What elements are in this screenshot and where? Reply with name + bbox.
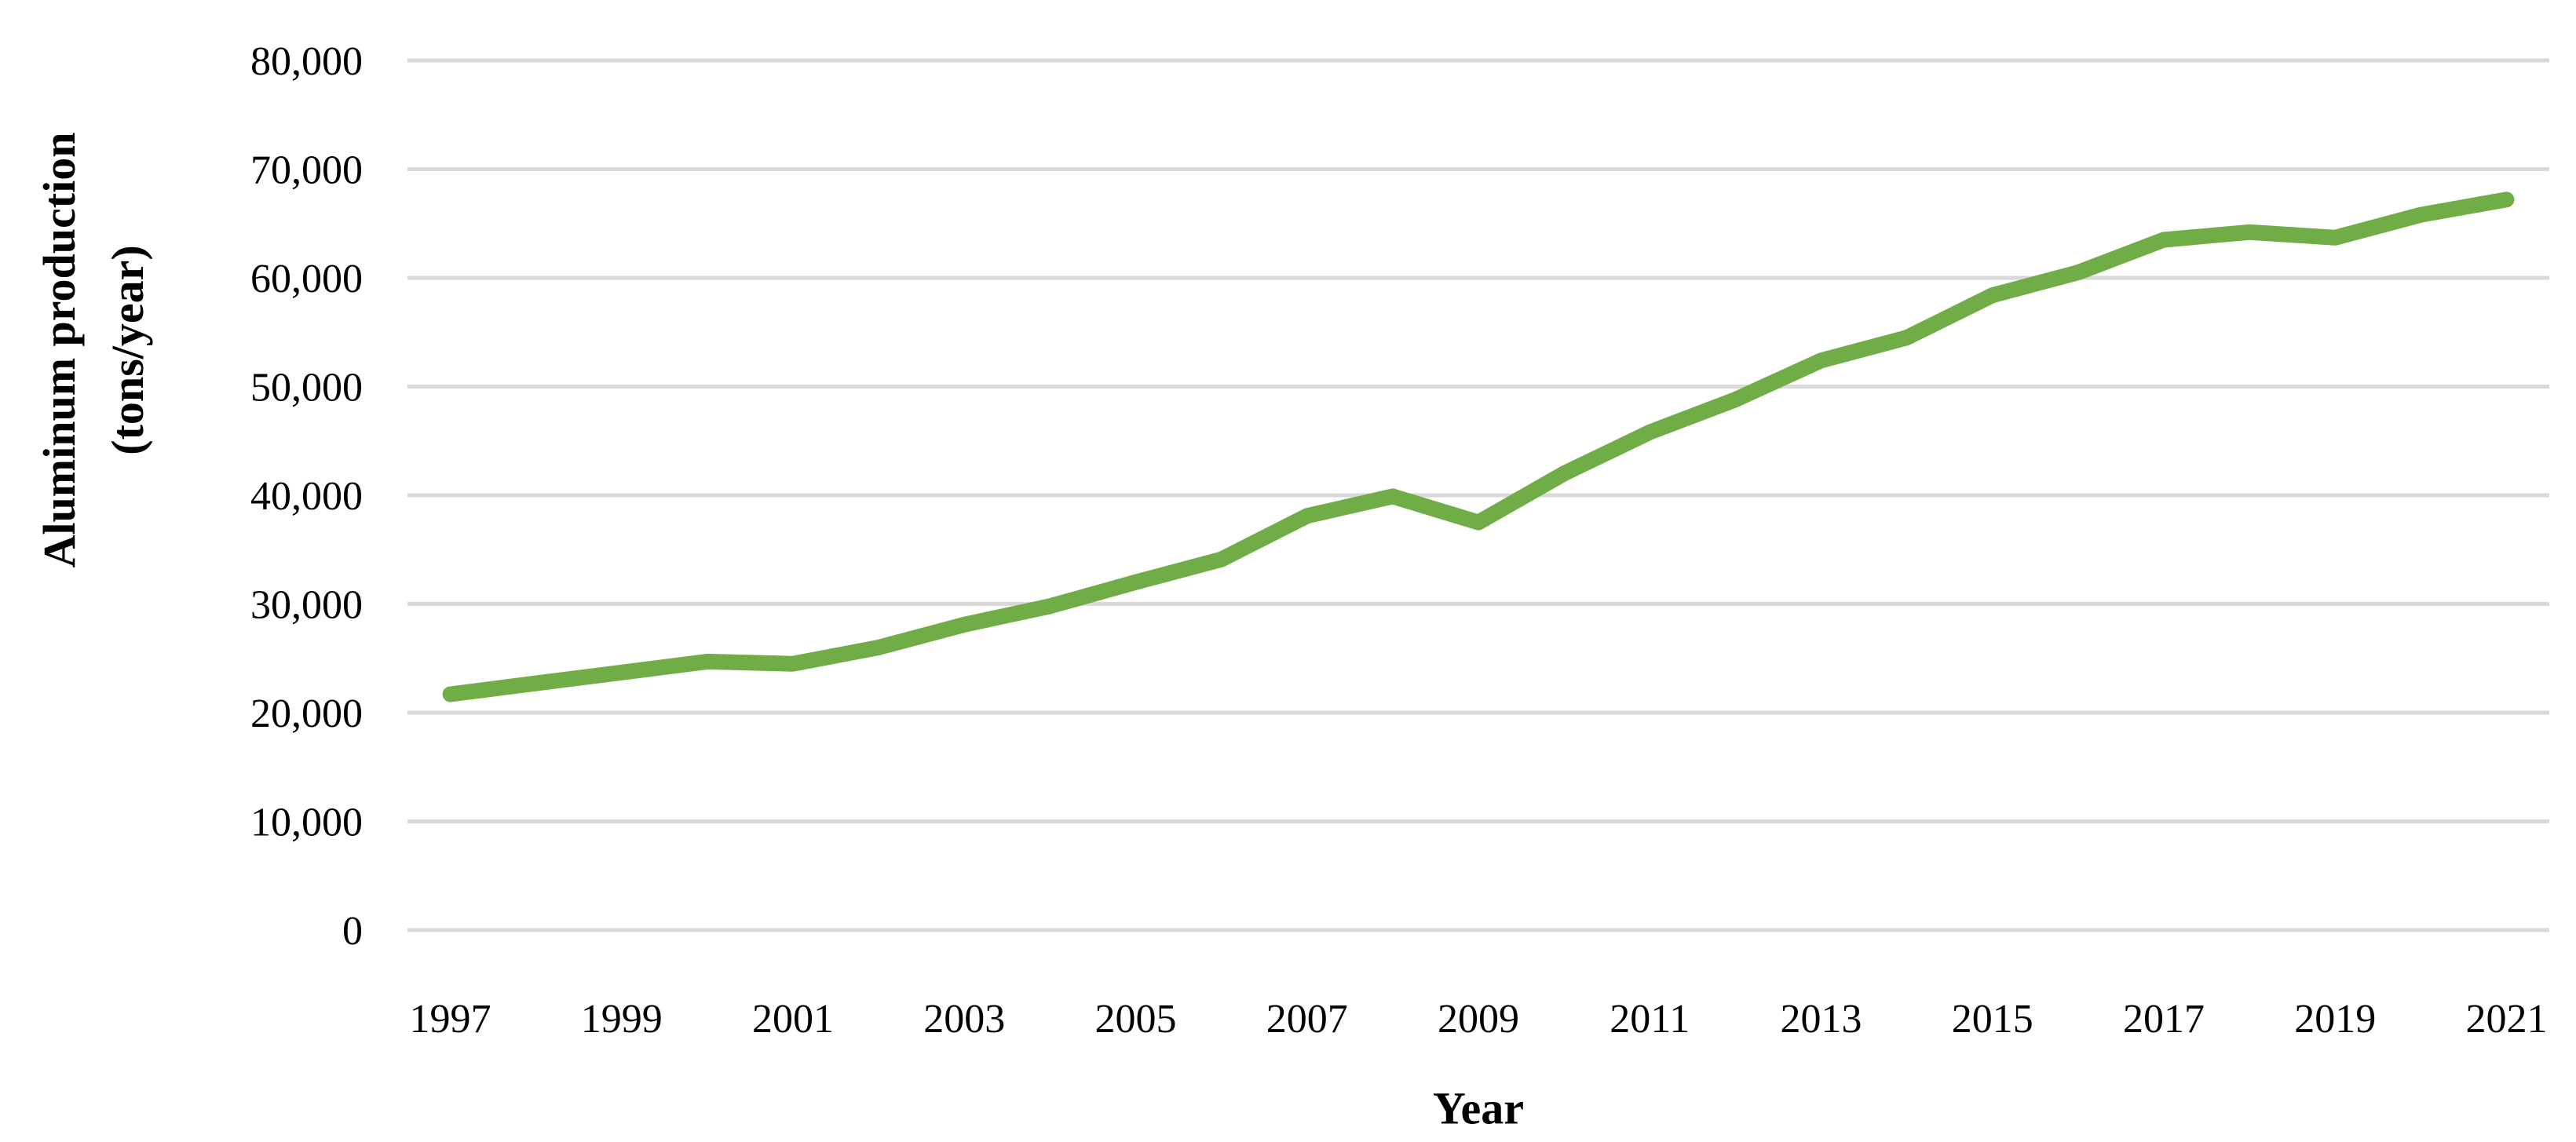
x-axis-tick-label: 1997 bbox=[410, 997, 491, 1042]
y-axis-tick-label: 70,000 bbox=[250, 148, 363, 193]
x-axis-title: Year bbox=[1433, 1082, 1524, 1134]
x-axis-tick-label: 2009 bbox=[1438, 997, 1519, 1042]
y-axis-tick-label: 30,000 bbox=[250, 583, 363, 628]
data-line-aluminum-production-tons-year- bbox=[442, 192, 2515, 702]
y-axis-tick-label: 80,000 bbox=[250, 39, 363, 84]
y-axis-title-line2: (tons/year) bbox=[102, 245, 153, 455]
x-axis-tick-label: 2011 bbox=[1610, 997, 1690, 1042]
x-axis-tick-label: 2013 bbox=[1780, 997, 1862, 1042]
x-axis-tick-label: 2015 bbox=[1952, 997, 2033, 1042]
y-axis-tick-label: 0 bbox=[342, 909, 363, 954]
y-axis-tick-label: 10,000 bbox=[250, 801, 363, 845]
x-axis-tick-label: 2003 bbox=[923, 997, 1005, 1042]
y-axis-tick-label: 60,000 bbox=[250, 257, 363, 301]
x-axis-tick-label: 2021 bbox=[2465, 997, 2547, 1042]
x-axis-tick-label: 1999 bbox=[581, 997, 663, 1042]
y-axis-tick-label: 20,000 bbox=[250, 691, 363, 736]
y-axis-tick-label: 40,000 bbox=[250, 474, 363, 519]
x-axis-tick-label: 2007 bbox=[1266, 997, 1348, 1042]
y-axis-tick-label: 50,000 bbox=[250, 366, 363, 410]
x-axis-tick-label: 2005 bbox=[1095, 997, 1177, 1042]
y-axis-title-line1: Aluminum production bbox=[34, 132, 85, 568]
x-axis-tick-label: 2019 bbox=[2294, 997, 2376, 1042]
x-axis-tick-label: 2001 bbox=[752, 997, 834, 1042]
x-axis-tick-label: 2017 bbox=[2123, 997, 2205, 1042]
